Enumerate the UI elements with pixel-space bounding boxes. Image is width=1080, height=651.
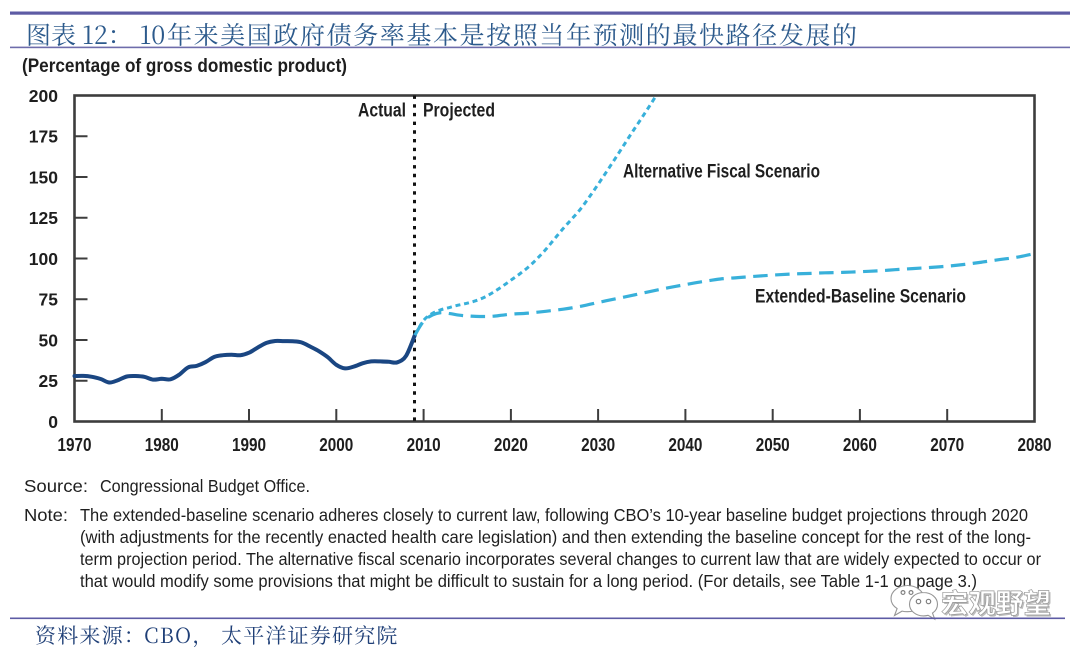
svg-text:Extended-Baseline Scenario: Extended-Baseline Scenario — [755, 287, 966, 308]
svg-text:125: 125 — [29, 208, 58, 228]
svg-text:(with adjustments for the rece: (with adjustments for the recently enact… — [80, 527, 1031, 547]
svg-text:100: 100 — [29, 249, 58, 269]
svg-text:2060: 2060 — [843, 435, 877, 455]
svg-text:term projection period. The al: term projection period. The alternative … — [80, 549, 1041, 569]
svg-text:(Percentage of gross domestic: (Percentage of gross domestic product) — [22, 56, 347, 77]
svg-text:Congressional Budget Office.: Congressional Budget Office. — [100, 476, 310, 496]
svg-text:150: 150 — [29, 167, 58, 187]
svg-text:Note:: Note: — [24, 505, 68, 525]
svg-text:that would modify some provisi: that would modify some provisions that m… — [80, 571, 977, 591]
svg-text:75: 75 — [39, 290, 59, 310]
svg-text:0: 0 — [48, 412, 58, 432]
svg-text:2030: 2030 — [581, 435, 615, 455]
svg-text:1990: 1990 — [232, 435, 266, 455]
svg-text:2080: 2080 — [1018, 435, 1052, 455]
svg-text:2050: 2050 — [756, 435, 790, 455]
svg-text:2040: 2040 — [668, 435, 702, 455]
svg-text:25: 25 — [39, 371, 59, 391]
svg-text:Source:: Source: — [24, 476, 88, 496]
svg-text:2000: 2000 — [319, 435, 353, 455]
svg-text:1970: 1970 — [58, 435, 92, 455]
svg-text:Actual: Actual — [358, 101, 406, 122]
svg-text:2070: 2070 — [930, 435, 964, 455]
svg-text:2010: 2010 — [407, 435, 441, 455]
svg-text:50: 50 — [39, 330, 59, 350]
svg-text:Projected: Projected — [423, 101, 495, 122]
svg-text:2020: 2020 — [494, 435, 528, 455]
svg-text:Alternative Fiscal Scenario: Alternative Fiscal Scenario — [623, 162, 820, 183]
svg-text:1980: 1980 — [145, 435, 179, 455]
svg-text:200: 200 — [29, 86, 58, 106]
svg-text:The extended-baseline scenario: The extended-baseline scenario adheres c… — [80, 505, 1028, 525]
svg-text:175: 175 — [29, 127, 58, 147]
